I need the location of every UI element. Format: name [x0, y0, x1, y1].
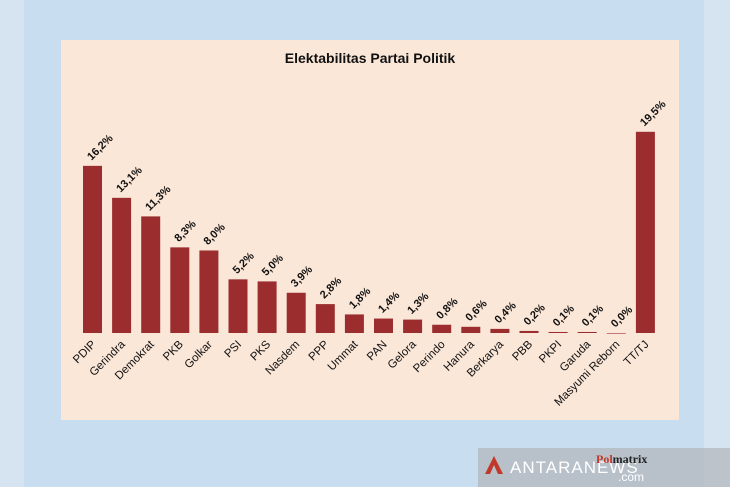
value-label: 16,2%: [85, 132, 116, 163]
bar-golkar: [199, 250, 219, 333]
bar-pan: [374, 318, 393, 333]
watermark-com-text: .com: [618, 470, 645, 484]
value-label: 0,4%: [493, 300, 519, 326]
polmatrix-logo: Polmatrix: [596, 452, 648, 466]
category-label: PBB: [510, 338, 535, 363]
value-label: 1,4%: [376, 289, 402, 315]
value-label: 0,2%: [522, 302, 548, 328]
bar-masyumi-reborn: [606, 333, 626, 334]
category-label: PKS: [248, 338, 273, 363]
value-label: 8,3%: [172, 218, 198, 244]
bar-chart: 16,2%PDIP13,1%Gerindra11,3%Demokrat8,3%P…: [71, 98, 669, 408]
category-label: PAN: [365, 339, 390, 364]
category-label: Golkar: [183, 339, 216, 372]
antara-logo-icon: [485, 456, 503, 474]
bar-ppp: [315, 304, 335, 333]
bar-tt-tj: [635, 131, 655, 333]
value-label: 5,2%: [231, 250, 257, 276]
bar-nasdem: [286, 292, 306, 333]
bar-demokrat: [141, 216, 161, 333]
category-label: Perindo: [411, 339, 448, 376]
bar-psi: [228, 279, 248, 333]
value-label: 0,1%: [551, 303, 577, 329]
watermark-antara-text: ANTARANEWS: [510, 458, 639, 477]
value-label: 5,0%: [260, 252, 286, 278]
antaranews-watermark: ANTARANEWS .com Polmatrix: [478, 448, 730, 487]
bar-ummat: [344, 314, 364, 333]
value-label: 3,9%: [289, 264, 315, 290]
bar-gelora: [403, 319, 423, 333]
chart-panel: Elektabilitas Partai Politik 16,2% PDIP 13…: [61, 40, 679, 420]
value-label: 11,3%: [143, 183, 173, 213]
value-label: 0,8%: [434, 295, 460, 321]
value-label: 13,1%: [114, 164, 145, 195]
category-label: PKPI: [537, 339, 564, 366]
bar-pks: [257, 281, 277, 333]
bar-pkpi: [548, 331, 568, 333]
category-label: TT/TJ: [622, 339, 652, 369]
category-label: PPP: [307, 338, 332, 363]
value-label: 0,6%: [463, 298, 489, 324]
value-label: 19,5%: [638, 98, 669, 129]
bar-perindo: [432, 324, 452, 333]
category-label: PKB: [161, 338, 186, 363]
value-label: 2,8%: [318, 275, 344, 301]
bar-berkarya: [490, 328, 510, 333]
bar-hanura: [461, 326, 481, 333]
value-label: 8,0%: [202, 221, 228, 247]
value-label: 0,1%: [580, 303, 606, 329]
value-label: 0,0%: [609, 304, 635, 330]
bar-pdip: [83, 165, 102, 333]
bar-pbb: [519, 330, 539, 333]
bar-pkb: [170, 247, 190, 333]
bar-garuda: [577, 331, 597, 333]
value-label: 1,8%: [347, 285, 373, 311]
category-label: PSI: [223, 339, 245, 361]
value-label: 1,3%: [405, 290, 431, 316]
category-label: Ummat: [326, 338, 361, 373]
chart-title: Elektabilitas Partai Politik: [284, 50, 456, 66]
bar-gerindra: [112, 197, 132, 333]
